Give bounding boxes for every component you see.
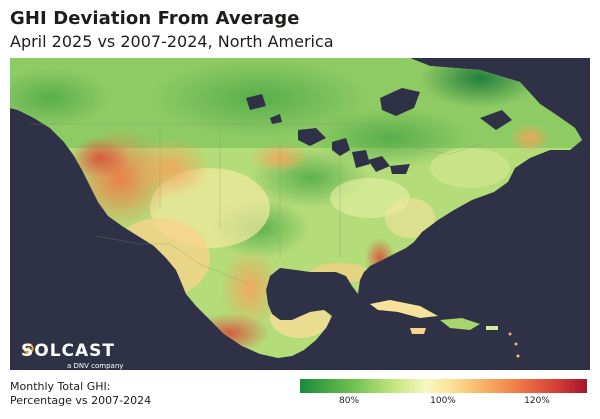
borders bbox=[30, 123, 481, 285]
header: GHI Deviation From Average April 2025 vs… bbox=[10, 8, 590, 53]
legend-caption-line1: Monthly Total GHI: bbox=[10, 380, 111, 393]
color-scale-bar bbox=[300, 379, 587, 393]
legend-caption-line2: Percentage vs 2007-2024 bbox=[10, 394, 152, 407]
tick-label-120: 120% bbox=[524, 396, 550, 406]
solcast-logo: SOLCAST a DNV company bbox=[21, 341, 126, 370]
greenland-edge bbox=[540, 58, 590, 84]
tick-label-100: 100% bbox=[430, 396, 456, 406]
map-title: GHI Deviation From Average bbox=[10, 8, 300, 29]
lakes bbox=[246, 88, 512, 174]
north-america-map bbox=[10, 58, 590, 358]
sun-icon bbox=[23, 343, 34, 354]
tick-label-80: 80% bbox=[338, 396, 360, 406]
map-subtitle: April 2025 vs 2007-2024, North America bbox=[10, 32, 334, 51]
land-area bbox=[10, 58, 582, 358]
map-panel[interactable]: SOLCAST a DNV company bbox=[10, 58, 590, 370]
legend-caption: Monthly Total GHI: Percentage vs 2007-20… bbox=[10, 380, 151, 408]
logo-wordmark: SOLCAST bbox=[21, 341, 116, 361]
caribbean-islands bbox=[370, 300, 520, 358]
logo-tagline: a DNV company bbox=[67, 362, 124, 370]
